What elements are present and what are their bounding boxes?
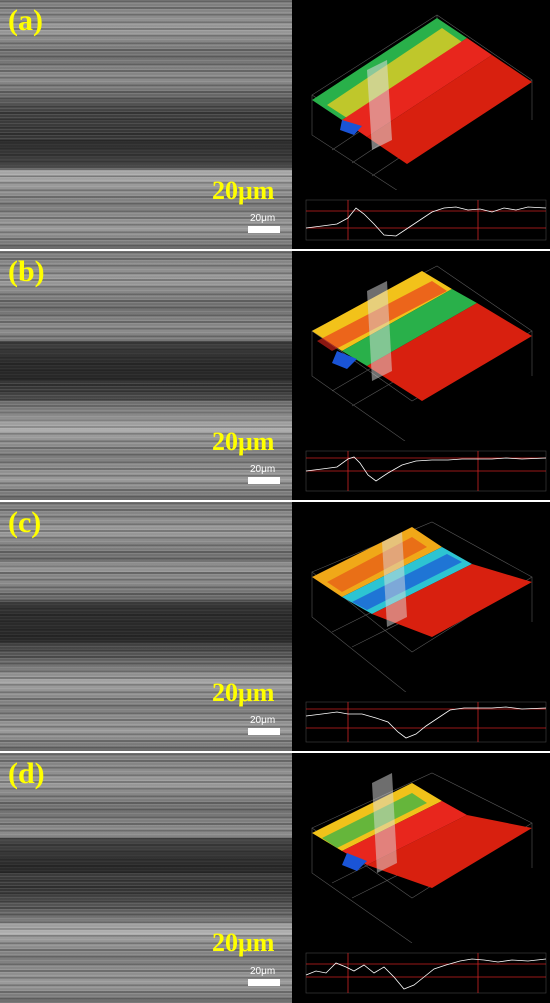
panel-c: (c) 20μm 20μm — [0, 502, 550, 751]
profile-area — [292, 0, 550, 249]
panel-label: (a) — [8, 4, 43, 37]
divider — [0, 751, 550, 753]
line-profile — [305, 701, 547, 743]
profile-area — [292, 753, 550, 1003]
line-profile — [305, 199, 547, 241]
panel-a: (a) 20μm 20μm — [0, 0, 550, 249]
scale-label: 20μm — [212, 427, 275, 456]
scale-bar-text: 20μm — [250, 966, 276, 977]
micrograph-image — [0, 0, 292, 249]
scale-label: 20μm — [212, 928, 275, 957]
divider — [0, 500, 550, 502]
scale-bar — [248, 226, 280, 233]
micrograph-image — [0, 753, 292, 1003]
scale-bar — [248, 979, 280, 986]
panel-d: (d) 20μm 20μm — [0, 753, 550, 1003]
micrograph-image — [0, 502, 292, 751]
surface-3d-plot — [311, 521, 533, 692]
scale-label: 20μm — [212, 678, 275, 707]
line-profile — [305, 450, 547, 492]
surface-3d-plot — [311, 772, 533, 943]
panel-label: (c) — [8, 506, 42, 539]
panel-b: (b) 20μm 20μm — [0, 251, 550, 500]
micrograph-image — [0, 251, 292, 500]
surface-3d-plot — [311, 265, 533, 441]
scale-bar-text: 20μm — [250, 715, 276, 726]
surface-3d-plot — [311, 14, 533, 190]
scale-bar-text: 20μm — [250, 213, 276, 224]
profile-area — [292, 502, 550, 751]
scale-bar — [248, 477, 280, 484]
scale-label: 20μm — [212, 176, 275, 205]
profile-area — [292, 251, 550, 500]
divider — [0, 249, 550, 251]
panel-label: (b) — [8, 255, 45, 288]
panel-label: (d) — [8, 757, 45, 790]
scale-bar-text: 20μm — [250, 464, 276, 475]
scale-bar — [248, 728, 280, 735]
line-profile — [305, 952, 547, 994]
